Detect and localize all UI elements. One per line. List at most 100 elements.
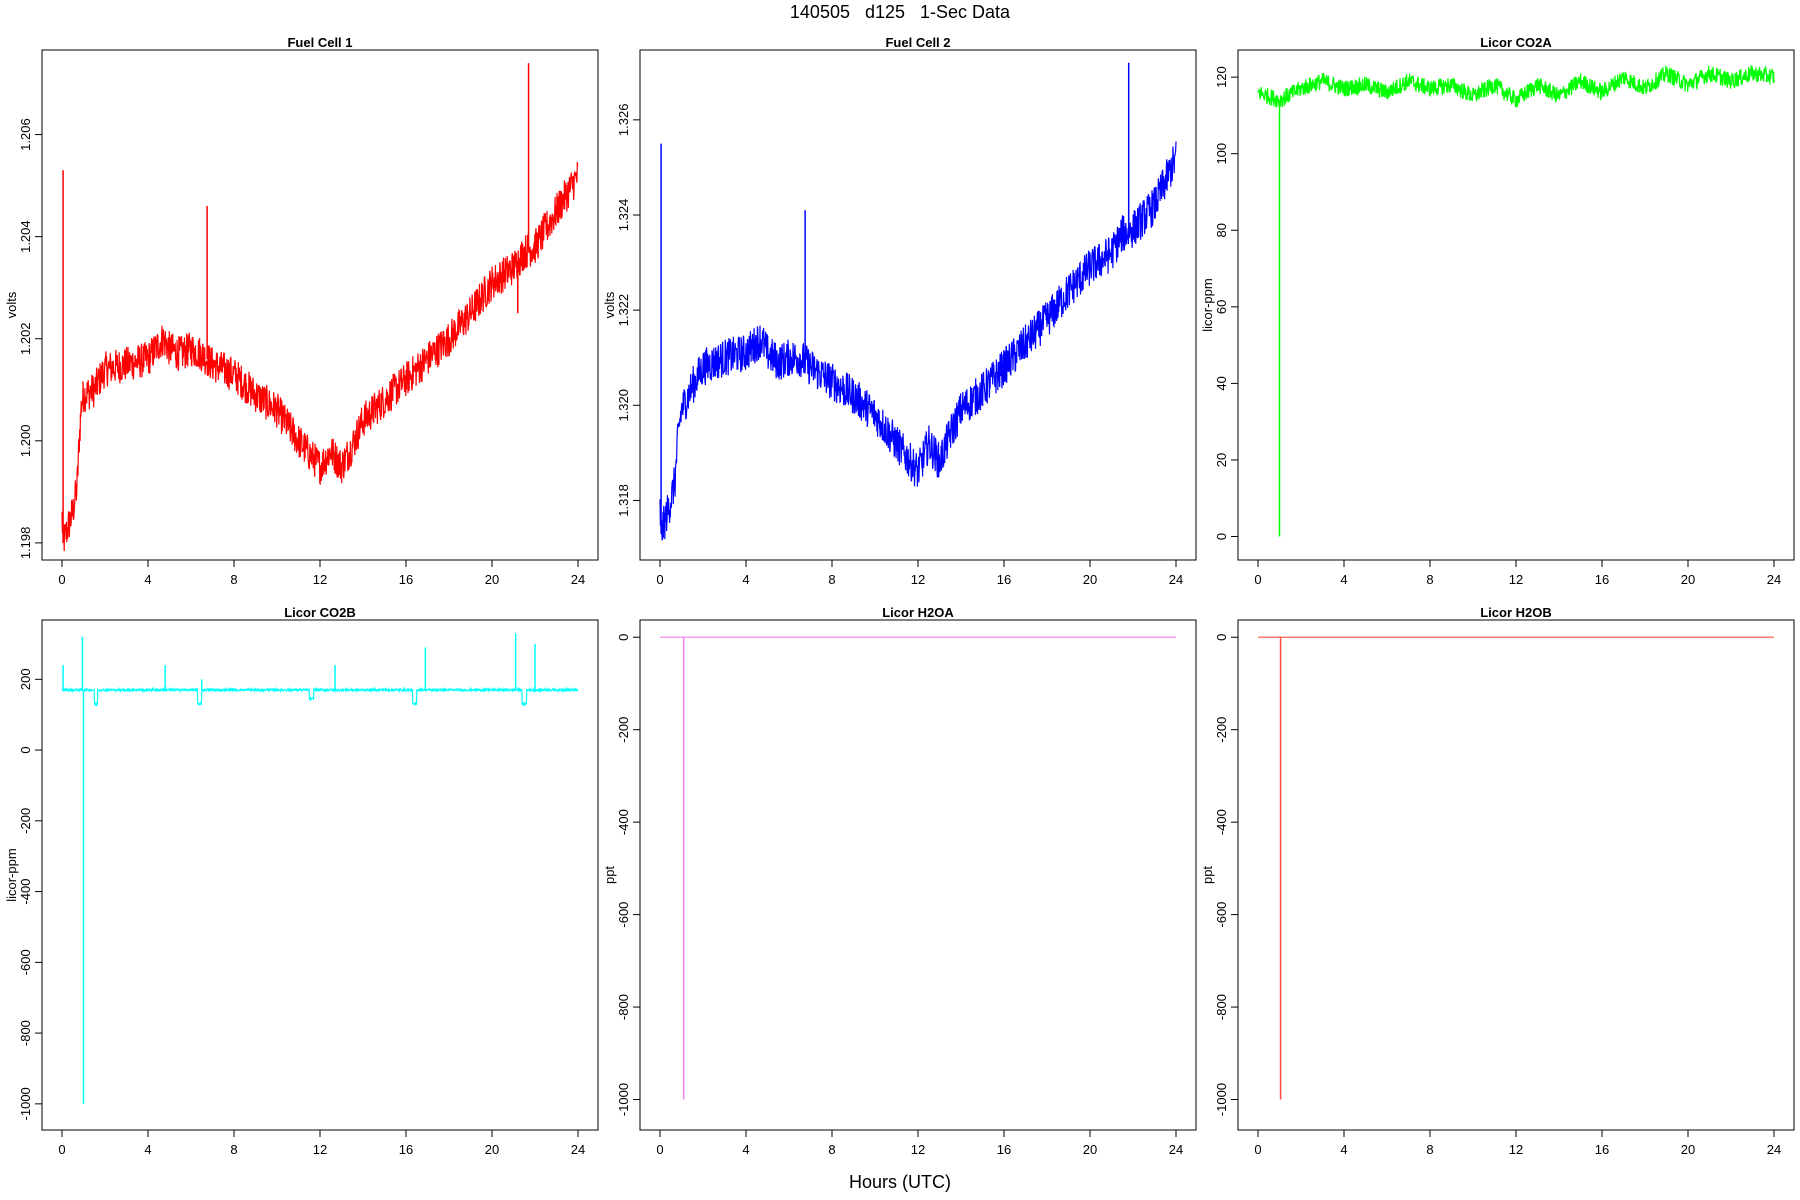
x-tick-label: 20 [485, 572, 499, 587]
x-tick-label: 12 [313, 572, 327, 587]
panel-title: Licor H2OA [882, 605, 954, 620]
y-tick-label: 1.202 [18, 322, 33, 355]
x-tick-label: 16 [399, 572, 413, 587]
y-tick-label: -600 [616, 902, 631, 928]
y-tick-label: 1.200 [18, 425, 33, 458]
y-axis-label: licor-ppm [4, 848, 19, 901]
x-tick-label: 24 [571, 1142, 585, 1157]
series-line [659, 141, 1177, 541]
x-tick-label: 0 [1254, 572, 1261, 587]
x-tick-label: 20 [1083, 572, 1097, 587]
y-tick-label: -1000 [1214, 1083, 1229, 1116]
x-tick-label: 16 [1595, 1142, 1609, 1157]
y-tick-label: 0 [18, 746, 33, 753]
plot-frame [41, 619, 599, 1131]
x-tick-label: 0 [656, 572, 663, 587]
y-tick-label: 1.320 [616, 389, 631, 422]
panel-5: Licor H2OA ppt 0 4 8 12 16 20 24 -1000 -800 -600 -40… [602, 605, 1197, 1157]
series-line [1257, 65, 1775, 108]
y-tick-label: 0 [616, 634, 631, 641]
y-tick-label: 40 [1214, 376, 1229, 390]
y-tick-label: -800 [616, 994, 631, 1020]
x-tick-label: 4 [144, 1142, 151, 1157]
x-tick-label: 4 [1340, 572, 1347, 587]
y-axis-label: licor-ppm [1200, 278, 1215, 331]
y-tick-label: 1.318 [616, 484, 631, 517]
y-tick-label: -600 [1214, 902, 1229, 928]
y-tick-label: -200 [1214, 717, 1229, 743]
panel-title: Fuel Cell 1 [287, 35, 352, 50]
x-tick-label: 20 [1083, 1142, 1097, 1157]
x-tick-label: 24 [1169, 572, 1183, 587]
x-tick-label: 8 [1426, 572, 1433, 587]
y-tick-label: 0 [1214, 533, 1229, 540]
x-tick-label: 12 [313, 1142, 327, 1157]
y-tick-label: -1000 [18, 1087, 33, 1120]
x-tick-label: 24 [1767, 572, 1781, 587]
y-axis-label: ppt [602, 866, 617, 884]
x-tick-label: 0 [656, 1142, 663, 1157]
x-tick-label: 12 [1509, 1142, 1523, 1157]
figure-title: 140505 d125 1-Sec Data [789, 2, 1011, 22]
y-tick-label: 1.204 [18, 220, 33, 253]
y-tick-label: 1.324 [616, 199, 631, 232]
panel-title: Licor CO2B [284, 605, 356, 620]
x-tick-label: 8 [828, 572, 835, 587]
y-tick-label: -200 [616, 717, 631, 743]
plot-frame [1237, 619, 1795, 1131]
series-line [61, 162, 579, 552]
y-tick-label: -400 [18, 879, 33, 905]
y-tick-label: -1000 [616, 1083, 631, 1116]
x-tick-label: 12 [911, 1142, 925, 1157]
x-tick-label: 4 [144, 572, 151, 587]
y-axis-label: ppt [1200, 866, 1215, 884]
x-tick-label: 0 [1254, 1142, 1261, 1157]
x-axis-title: Hours (UTC) [849, 1172, 951, 1192]
x-tick-label: 8 [230, 572, 237, 587]
x-tick-label: 8 [828, 1142, 835, 1157]
x-tick-label: 16 [1595, 572, 1609, 587]
y-tick-label: -400 [1214, 809, 1229, 835]
x-tick-label: 20 [1681, 1142, 1695, 1157]
y-tick-label: 200 [18, 668, 33, 690]
x-tick-label: 12 [911, 572, 925, 587]
panel-title: Licor CO2A [1480, 35, 1552, 50]
y-tick-label: 80 [1214, 223, 1229, 237]
y-tick-label: 60 [1214, 300, 1229, 314]
y-tick-label: 1.322 [616, 294, 631, 327]
y-tick-label: 1.198 [18, 527, 33, 560]
y-axis-label: volts [4, 291, 19, 318]
x-tick-label: 8 [230, 1142, 237, 1157]
x-tick-label: 4 [742, 572, 749, 587]
panel-3: Licor CO2A licor-ppm 0 4 8 12 16 20 24 0 20 40 60 80 1… [1200, 35, 1795, 587]
y-tick-label: 20 [1214, 453, 1229, 467]
plot-frame [639, 619, 1197, 1131]
x-tick-label: 24 [1169, 1142, 1183, 1157]
y-tick-label: 0 [1214, 634, 1229, 641]
plot-frame [1237, 49, 1795, 561]
x-tick-label: 8 [1426, 1142, 1433, 1157]
x-tick-label: 20 [1681, 572, 1695, 587]
panel-4: Licor CO2B licor-ppm 0 4 8 12 16 20 24 -1000 -800 -… [4, 605, 599, 1157]
y-tick-label: 100 [1214, 143, 1229, 165]
x-tick-label: 4 [1340, 1142, 1347, 1157]
y-tick-label: -200 [18, 808, 33, 834]
y-tick-label: 1.206 [18, 118, 33, 151]
y-tick-label: 1.326 [616, 104, 631, 137]
x-tick-label: 16 [997, 1142, 1011, 1157]
y-tick-label: -800 [18, 1020, 33, 1046]
x-tick-label: 16 [997, 572, 1011, 587]
x-tick-label: 0 [58, 572, 65, 587]
y-tick-label: -800 [1214, 994, 1229, 1020]
x-tick-label: 24 [1767, 1142, 1781, 1157]
x-tick-label: 16 [399, 1142, 413, 1157]
x-tick-label: 0 [58, 1142, 65, 1157]
y-tick-label: 120 [1214, 66, 1229, 88]
y-tick-label: -400 [616, 809, 631, 835]
panel-title: Fuel Cell 2 [885, 35, 950, 50]
x-tick-label: 4 [742, 1142, 749, 1157]
x-tick-label: 24 [571, 572, 585, 587]
panel-title: Licor H2OB [1480, 605, 1552, 620]
